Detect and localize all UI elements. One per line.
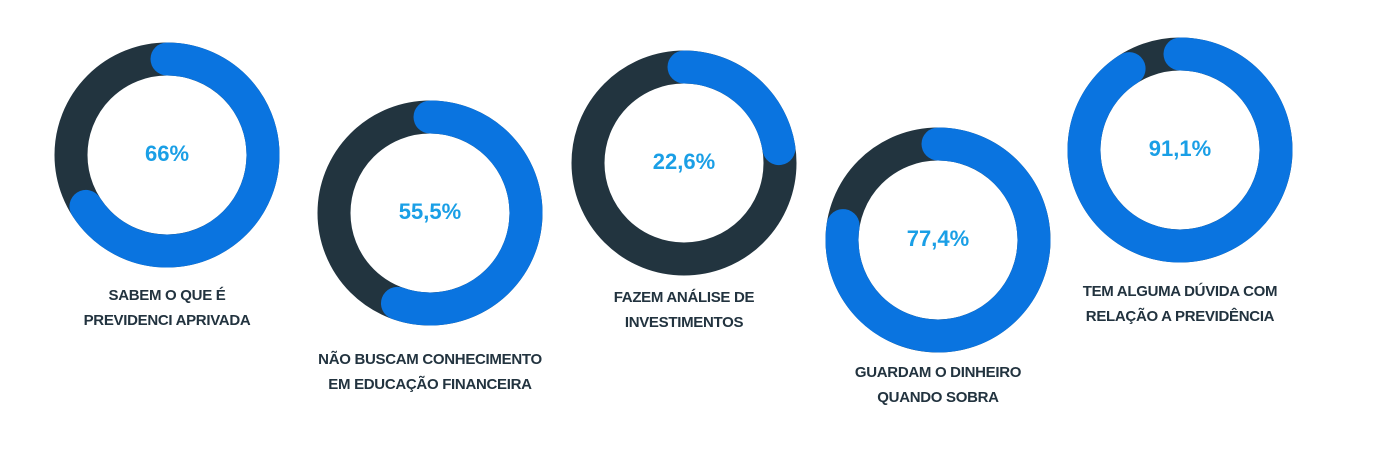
donut-caption: NÃO BUSCAM CONHECIMENTO EM EDUCAÇÃO FINA… xyxy=(318,351,542,393)
value-label: 22,6% xyxy=(653,149,715,174)
value-label: 77,4% xyxy=(907,226,969,251)
donut-arc xyxy=(1067,37,1293,263)
donut-arc xyxy=(380,100,543,326)
value-label: 55,5% xyxy=(399,199,461,224)
donut-arc xyxy=(69,42,280,268)
value-label: 91,1% xyxy=(1149,136,1211,161)
donut-caption: TEM ALGUMA DÚVIDA COM RELAÇÃO A PREVIDÊN… xyxy=(1082,283,1278,325)
donut-arc xyxy=(667,50,796,166)
value-label: 66% xyxy=(145,141,189,166)
donut-caption: FAZEM ANÁLISE DE INVESTIMENTOS xyxy=(613,289,755,331)
donut-arc xyxy=(825,127,1051,353)
donut-caption: GUARDAM O DINHEIRO QUANDO SOBRA xyxy=(854,364,1022,406)
donut-caption: SABEM O QUE É PREVIDENCI APRIVADA xyxy=(83,287,251,329)
